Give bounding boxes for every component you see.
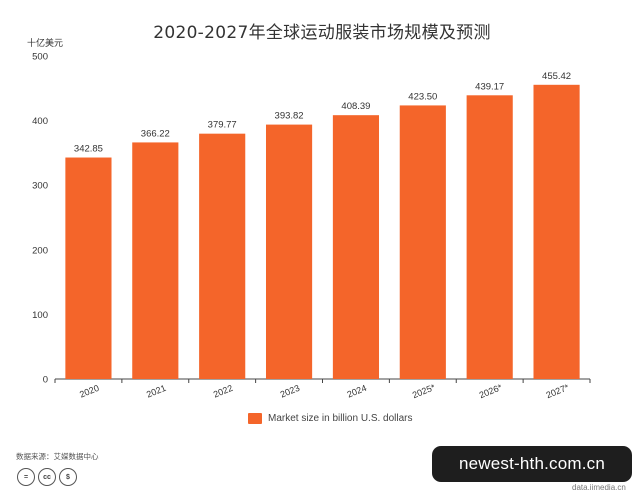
x-tick-label: 2024 [346,383,368,400]
bar-value-label: 408.39 [341,101,370,112]
bar [399,105,446,379]
y-tick-label: 400 [32,116,48,127]
y-tick-label: 0 [43,375,48,386]
bar [65,157,112,379]
bar-value-label: 423.50 [408,91,437,102]
y-axis-unit-label: 十亿美元 [27,39,64,49]
x-tick-label: 2025* [411,382,437,400]
bar-value-label: 366.22 [141,128,170,139]
chart-legend: Market size in billion U.S. dollars [248,413,413,424]
bar-value-label: 455.42 [542,71,571,82]
x-tick-label: 2027* [545,382,571,400]
bar-value-label: 342.85 [74,144,103,155]
legend-label: Market size in billion U.S. dollars [268,413,413,424]
y-tick-label: 100 [32,310,48,321]
bar [265,124,313,379]
bar [466,95,513,380]
bar [132,142,179,379]
bar-value-label: 379.77 [208,120,237,131]
data-source-note: 数据来源：艾媒数据中心 [16,452,99,461]
x-tick-label: 2021 [145,383,167,400]
bar [332,115,380,380]
y-tick-label: 300 [32,181,48,192]
cc-dollar-icon: $ [59,468,77,486]
bar-value-label: 439.17 [475,81,504,92]
creative-commons-badge: = cc $ [17,467,77,487]
cc-icon: cc [38,468,56,486]
x-tick-label: 2020 [78,383,100,400]
y-tick-label: 500 [32,52,48,63]
legend-swatch [248,413,262,424]
cc-equal-icon: = [17,468,35,486]
x-tick-label: 2022 [212,383,234,400]
watermark-subtext: data.iimedia.cn [572,483,626,492]
x-tick-label: 2026* [478,382,504,400]
bar [533,84,580,380]
y-tick-label: 200 [32,245,48,256]
x-tick-label: 2023 [279,383,301,400]
bar [199,133,246,379]
watermark-overlay: newest-hth.com.cn [432,446,632,482]
chart-title: 2020-2027年全球运动服装市场规模及预测 [153,23,491,43]
bar-value-label: 393.82 [275,111,304,122]
